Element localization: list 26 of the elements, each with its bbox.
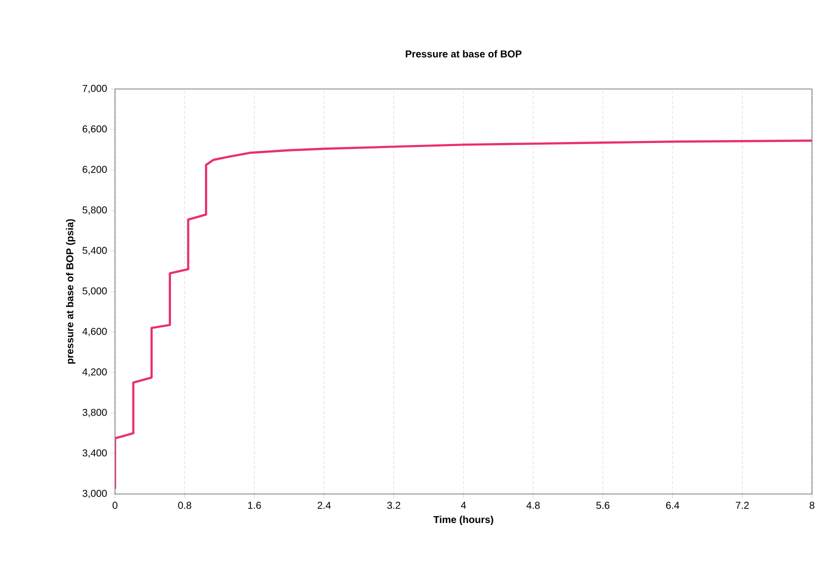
y-tick-label: 4,600	[82, 328, 107, 336]
x-tick-label: 1.6	[248, 502, 261, 509]
y-axis-title: pressure at base of BOP (psia)	[66, 219, 76, 364]
y-tick-label: 5,000	[82, 287, 107, 296]
x-tick-label: 8	[810, 502, 814, 509]
x-tick-label: 6.4	[666, 502, 680, 509]
x-tick-label: 5.6	[596, 502, 610, 509]
line-series	[115, 140, 812, 490]
y-tick-label: 4,200	[82, 368, 107, 377]
y-tick-label: 3,800	[82, 408, 107, 418]
x-tick-label: 0	[112, 502, 118, 509]
y-tick-label: 6,200	[82, 166, 107, 174]
y-tick-label: 6,600	[82, 125, 107, 134]
x-tick-label: 0.8	[178, 502, 192, 509]
y-tick-label: 3,000	[82, 490, 107, 498]
x-tick-label: 3.2	[387, 502, 400, 509]
x-axis-title: Time (hours)	[433, 516, 494, 526]
y-tick-label: 3,400	[82, 449, 107, 458]
chart-title: Pressure at base of BOP	[406, 50, 522, 58]
x-tick-label: 7.2	[736, 502, 749, 509]
y-tick-label: 5,800	[82, 206, 107, 215]
y-tick-label: 5,400	[82, 246, 107, 256]
x-tick-label: 2.4	[318, 502, 331, 509]
y-tick-label: 7,000	[82, 84, 107, 94]
x-tick-label: 4.8	[526, 502, 540, 509]
x-tick-label: 4	[460, 502, 466, 509]
